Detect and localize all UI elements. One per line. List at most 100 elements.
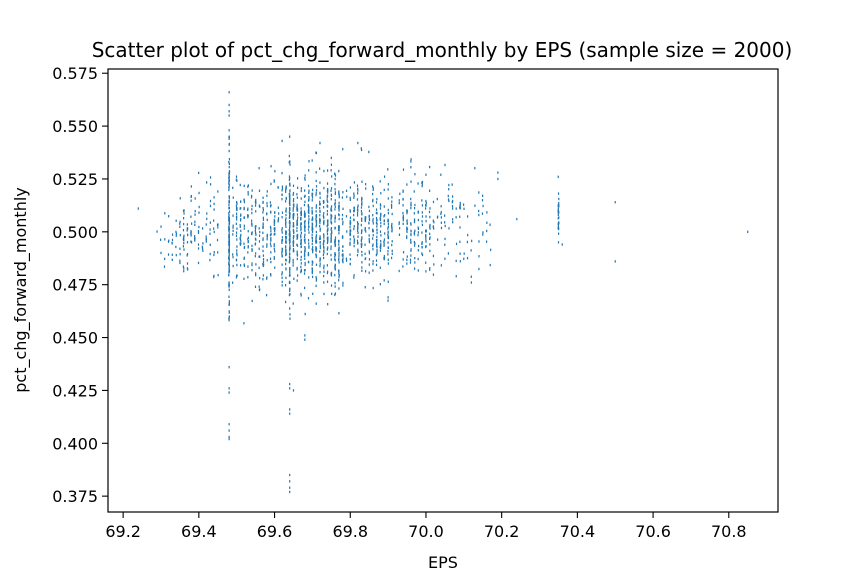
scatter-point (433, 227, 435, 230)
scatter-point (368, 258, 371, 261)
scatter-point (364, 243, 366, 246)
scatter-point (304, 189, 306, 192)
scatter-point (406, 222, 408, 225)
scatter-point (402, 222, 404, 226)
scatter-point (353, 241, 355, 245)
scatter-point (413, 220, 416, 224)
scatter-point (281, 241, 283, 245)
scatter-point (459, 240, 461, 244)
scatter-point (311, 270, 313, 274)
scatter-point (289, 274, 291, 277)
scatter-point (303, 203, 306, 207)
scatter-point (368, 209, 371, 213)
scatter-point (319, 235, 321, 238)
scatter-point (399, 227, 401, 230)
scatter-point (266, 245, 268, 248)
scatter-point (258, 189, 261, 192)
scatter-point (262, 216, 264, 220)
scatter-point (315, 276, 317, 279)
scatter-point (372, 217, 374, 221)
scatter-point (243, 184, 245, 188)
scatter-point (399, 192, 401, 196)
scatter-point (383, 244, 385, 247)
scatter-point (303, 253, 306, 256)
scatter-point (236, 274, 238, 277)
scatter-point (448, 227, 450, 230)
scatter-point (213, 251, 215, 254)
x-axis-label: EPS (428, 553, 458, 572)
scatter-point (191, 222, 193, 225)
scatter-point (417, 226, 419, 229)
scatter-point (289, 176, 291, 180)
scatter-point (357, 227, 359, 230)
scatter-point (334, 293, 336, 297)
scatter-point (255, 231, 257, 235)
scatter-point (300, 234, 302, 237)
scatter-point (326, 199, 328, 202)
scatter-point (558, 202, 560, 205)
scatter-point (338, 246, 340, 250)
scatter-point (380, 213, 382, 216)
scatter-point (417, 233, 419, 237)
scatter-point (444, 221, 446, 224)
scatter-point (247, 276, 249, 279)
scatter-point (327, 200, 329, 203)
scatter-point (179, 261, 181, 265)
scatter-point (228, 391, 230, 394)
scatter-point (243, 277, 245, 281)
scatter-point (334, 255, 336, 258)
scatter-point (243, 263, 245, 266)
scatter-point (228, 215, 230, 218)
scatter-point (322, 206, 325, 209)
scatter-point (239, 223, 241, 227)
scatter-point (376, 239, 378, 242)
scatter-point (429, 237, 431, 241)
scatter-point (372, 199, 374, 203)
scatter-point (285, 262, 287, 266)
scatter-point (387, 212, 389, 215)
scatter-point (338, 217, 340, 221)
scatter-point (289, 382, 291, 386)
scatter-point (288, 293, 291, 297)
scatter-point (331, 231, 333, 235)
scatter-point (266, 212, 268, 216)
scatter-point (251, 211, 253, 215)
scatter-point (258, 266, 260, 270)
scatter-point (387, 258, 389, 261)
scatter-point (247, 251, 249, 254)
scatter-point (228, 282, 230, 285)
scatter-point (270, 251, 272, 254)
scatter-point (262, 238, 264, 242)
scatter-point (557, 192, 560, 195)
scatter-point (387, 253, 389, 256)
scatter-point (474, 166, 476, 170)
scatter-point (557, 241, 560, 244)
scatter-point (308, 198, 310, 201)
scatter-point (338, 225, 340, 228)
scatter-point (296, 279, 298, 282)
scatter-point (307, 251, 310, 255)
scatter-point (315, 230, 317, 234)
scatter-point (255, 238, 257, 241)
scatter-point (228, 201, 230, 204)
scatter-point (269, 201, 271, 204)
scatter-point (387, 222, 390, 226)
scatter-point (360, 240, 363, 243)
scatter-point (364, 219, 367, 223)
scatter-point (137, 207, 139, 210)
scatter-point (296, 221, 298, 225)
scatter-point (402, 258, 404, 261)
scatter-point (259, 230, 261, 234)
scatter-point (228, 203, 230, 207)
scatter-point (330, 193, 332, 197)
scatter-point (315, 254, 317, 257)
scatter-point (323, 264, 325, 268)
scatter-point (433, 263, 435, 266)
scatter-point (304, 174, 306, 177)
scatter-point (247, 265, 249, 268)
scatter-point (482, 204, 484, 208)
scatter-point (326, 209, 329, 213)
scatter-point (447, 198, 450, 201)
scatter-point (421, 241, 423, 244)
scatter-point (285, 217, 287, 220)
